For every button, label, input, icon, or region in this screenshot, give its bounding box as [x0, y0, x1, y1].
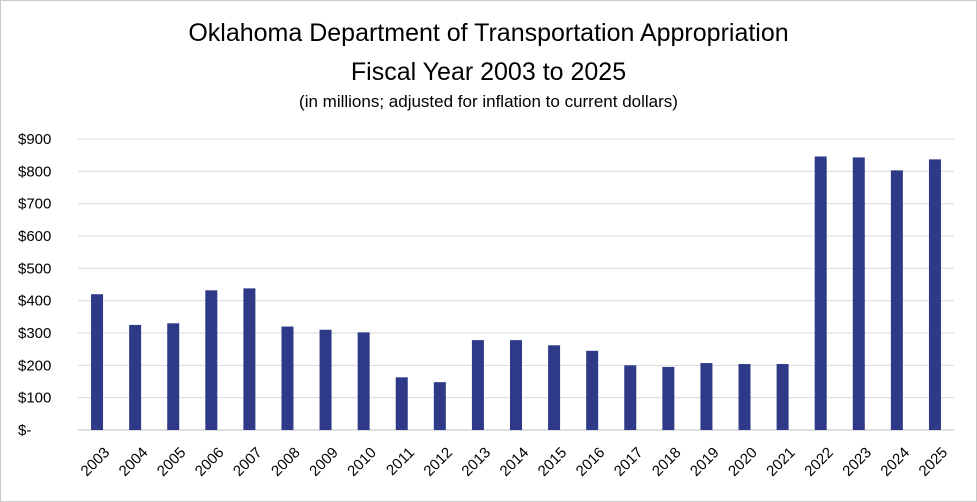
bar-2004	[129, 324, 142, 430]
bar-2007	[243, 288, 256, 430]
bar-2016	[586, 350, 599, 430]
bar-2018	[662, 366, 675, 430]
x-tick-label: 2021	[763, 444, 799, 480]
bar-2005	[167, 323, 180, 430]
x-tick-label: 2008	[268, 444, 304, 480]
x-tick-label: 2012	[420, 444, 456, 480]
x-tick-label: 2023	[839, 444, 875, 480]
bar-2006	[205, 290, 218, 430]
x-tick-label: 2014	[497, 444, 533, 480]
bar-2015	[548, 345, 561, 430]
x-tick-label: 2019	[687, 444, 723, 480]
x-tick-label: 2003	[78, 444, 114, 480]
y-tick-label: $400	[18, 293, 51, 310]
y-tick-label: $900	[18, 131, 51, 148]
bar-2011	[395, 377, 408, 430]
bar-2009	[319, 329, 332, 430]
bar-2024	[890, 170, 903, 430]
x-tick-label: 2007	[230, 444, 266, 480]
x-tick-label: 2006	[192, 444, 228, 480]
chart-title: Oklahoma Department of Transportation Ap…	[188, 19, 789, 47]
y-axis-ticks: $- $100 $200 $300 $400 $500 $600 $700 $800 $900	[18, 131, 51, 439]
y-tick-label: $700	[18, 196, 51, 213]
bar-2019	[700, 363, 713, 430]
x-tick-label: 2025	[916, 444, 952, 480]
bar-2014	[510, 340, 522, 430]
bar-2013	[471, 340, 484, 430]
x-tick-label: 2017	[611, 444, 647, 480]
bar-2003	[91, 294, 104, 430]
x-tick-label: 2024	[877, 444, 913, 480]
x-tick-label: 2016	[573, 444, 609, 480]
y-tick-label: $200	[18, 357, 51, 374]
x-tick-label: 2013	[458, 444, 494, 480]
chart-title-line2: Fiscal Year 2003 to 2025	[350, 58, 627, 86]
bar-2022	[814, 156, 827, 430]
x-axis-ticks: 2003 2004 2005 2006 2007 2008 2009 2010 2011 2012…	[78, 444, 952, 480]
y-tick-label: $-	[18, 422, 31, 439]
y-tick-label: $100	[18, 390, 51, 407]
x-tick-label: 2022	[801, 444, 837, 480]
x-tick-label: 2005	[154, 444, 190, 480]
y-tick-label: $500	[18, 260, 51, 277]
x-tick-label: 2009	[306, 444, 342, 480]
bar-2023	[852, 157, 865, 430]
bar-2025	[928, 159, 941, 430]
x-tick-label: 2011	[383, 444, 418, 479]
x-tick-label: 2004	[116, 444, 152, 480]
bar-2012	[433, 382, 446, 430]
x-tick-label: 2018	[649, 444, 685, 480]
y-tick-label: $300	[18, 325, 51, 342]
y-tick-label: $600	[18, 228, 51, 245]
x-tick-label: 2020	[725, 444, 761, 480]
bar-2017	[624, 365, 637, 430]
bar-2008	[281, 326, 294, 430]
x-tick-label: 2015	[535, 444, 571, 480]
y-tick-label: $800	[18, 163, 51, 180]
bar-2010	[357, 332, 370, 430]
chart-subtitle: (in millions; adjusted for inflation to …	[299, 92, 678, 111]
bars	[91, 156, 941, 430]
x-tick-label: 2010	[344, 444, 380, 480]
bar-2021	[776, 364, 789, 430]
bar-2020	[738, 364, 751, 430]
